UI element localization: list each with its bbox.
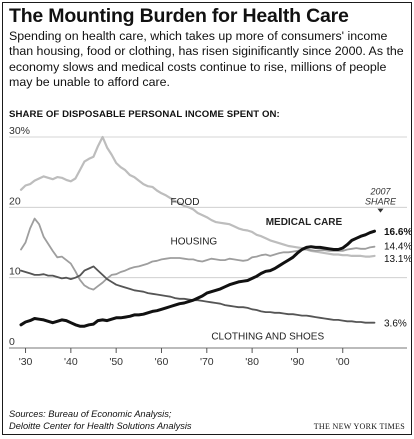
series-line-clothing-and-shoes bbox=[20, 265, 376, 324]
series-label: CLOTHING AND SHOES bbox=[211, 332, 324, 343]
chart-description: Spending on health care, which takes up … bbox=[9, 29, 404, 90]
end-value-label: 13.1% bbox=[384, 254, 411, 265]
end-value-label: 14.4% bbox=[384, 241, 411, 252]
chart-subhead: SHARE OF DISPOSABLE PERSONAL INCOME SPEN… bbox=[9, 109, 280, 120]
x-tick-label: '50 bbox=[109, 356, 123, 368]
x-tick-label: '00 bbox=[336, 356, 350, 368]
series-label: FOOD bbox=[171, 197, 200, 208]
chart-title: The Mounting Burden for Health Care bbox=[9, 5, 349, 27]
credit-line: THE NEW YORK TIMES bbox=[313, 422, 405, 431]
y-tick-label: 20 bbox=[9, 195, 21, 207]
x-tick-label: '40 bbox=[64, 356, 78, 368]
year-marker-share: SHARE bbox=[365, 197, 397, 207]
x-tick-label: '30 bbox=[19, 356, 33, 368]
x-tick-label: '70 bbox=[200, 356, 214, 368]
series-label: MEDICAL CARE bbox=[266, 217, 343, 228]
series-label: HOUSING bbox=[171, 237, 218, 248]
series-line-housing bbox=[20, 217, 376, 291]
x-tick-label: '90 bbox=[291, 356, 305, 368]
sources-line-1: Sources: Bureau of Economic Analysis; bbox=[9, 409, 172, 419]
sources-note: Sources: Bureau of Economic Analysis; De… bbox=[9, 409, 192, 432]
sources-line-2: Deloitte Center for Health Solutions Ana… bbox=[9, 420, 192, 431]
series-line-medical-care bbox=[19, 229, 376, 328]
x-tick-label: '60 bbox=[155, 356, 169, 368]
year-marker-arrow-icon bbox=[377, 208, 384, 213]
line-chart: 30% 20 10 0 '30 '40 '50 '60 '70 '80 '90 '00 FOOD HOUS… bbox=[9, 125, 411, 368]
graphic-frame: The Mounting Burden for Health Care Spen… bbox=[2, 2, 412, 435]
x-tick-label: '80 bbox=[245, 356, 259, 368]
y-tick-label: 30% bbox=[9, 125, 30, 137]
end-value-label: 16.6% bbox=[384, 227, 411, 238]
y-tick-label: 0 bbox=[9, 336, 15, 348]
y-tick-label: 10 bbox=[9, 266, 21, 278]
end-value-label: 3.6% bbox=[384, 319, 407, 330]
year-marker-year: 2007 bbox=[369, 187, 391, 197]
